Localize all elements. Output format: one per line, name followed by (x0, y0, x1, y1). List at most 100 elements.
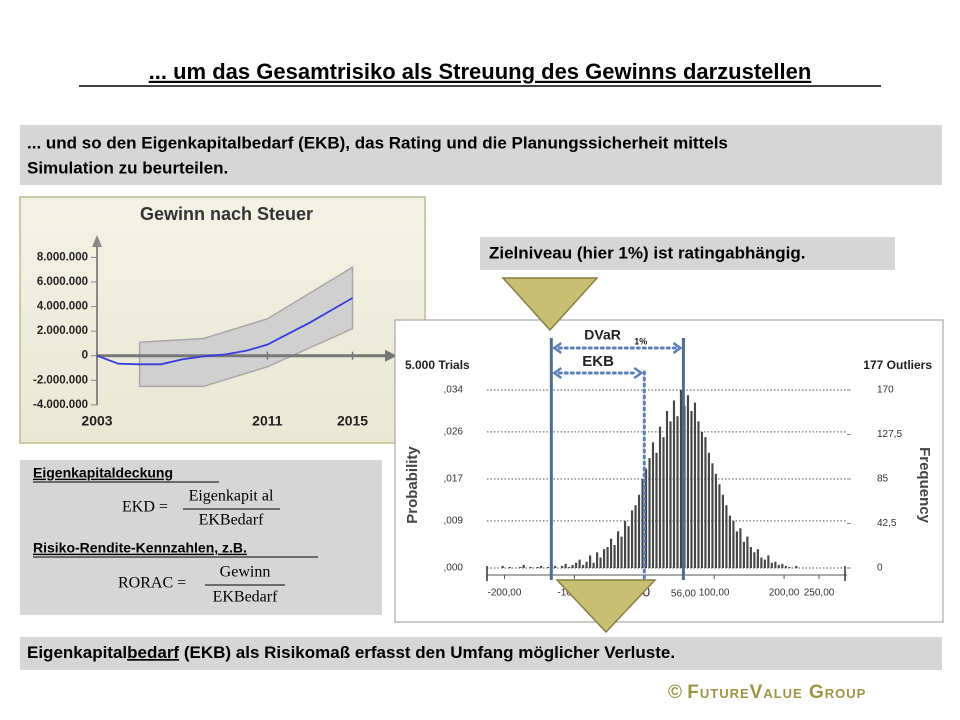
histogram-bar (571, 564, 574, 568)
histogram-panel (394, 319, 944, 623)
histogram-bar (564, 563, 567, 568)
histogram-bar (634, 505, 637, 568)
formula-box (20, 460, 382, 615)
histogram-bar (669, 421, 672, 568)
histogram-bar (648, 458, 651, 568)
histogram-bar (718, 484, 721, 568)
y2-tick-label: 42,5 (877, 518, 897, 529)
mean-label: 56,00 (671, 589, 696, 600)
y-tick-label: -2.000.000 (33, 374, 88, 386)
histogram-bar (767, 555, 770, 568)
histogram-bar (788, 566, 791, 568)
formula-heading: Risiko-Rendite-Kennzahlen, z.B. (33, 540, 247, 556)
histogram-bar (585, 561, 588, 568)
histogram-bar (627, 526, 630, 568)
y-axis-label: Probability (404, 446, 421, 524)
histogram-bar (568, 566, 571, 568)
profit-chart: 8.000.000 6.000.000 4.000.000 2.000.000 0 -2.… (33, 204, 397, 429)
histogram-bar (756, 549, 759, 568)
y-tick-label: 2.000.000 (37, 325, 88, 337)
chart-title: Gewinn nach Steuer (140, 204, 313, 224)
target-note: Zielniveau (hier 1%) ist ratingabhängig. (489, 243, 805, 262)
histogram-bar (749, 547, 752, 568)
conclusion-part: (EKB) als Risikomaß erfasst den Umfang m… (179, 643, 675, 662)
histogram-bar (704, 437, 707, 568)
histogram-bar (589, 555, 592, 568)
conclusion: Eigenkapitalbedarf (EKB) als Risikomaß e… (27, 643, 675, 662)
histogram-bar (582, 564, 585, 568)
histogram-bar (777, 564, 780, 568)
histogram-bar (714, 473, 718, 568)
y2-tick-label: 85 (877, 474, 889, 485)
histogram-bar (599, 557, 602, 568)
marker-triangle (501, 277, 599, 332)
outliers-label: 177 Outliers (863, 358, 932, 372)
ekb-arrow-head (552, 366, 563, 380)
histogram-bar (501, 565, 504, 568)
histogram-bar (662, 437, 665, 568)
histogram-bar (623, 520, 627, 568)
histogram-bar (644, 468, 648, 568)
histogram-bar (746, 536, 749, 568)
histogram-bar (596, 552, 599, 568)
y-tick-label: ,000 (444, 563, 464, 574)
dvar-arrow-head (672, 341, 683, 355)
ekb-label: EKB (582, 353, 614, 370)
histogram-bar (707, 452, 711, 568)
histogram-bar (651, 442, 655, 568)
histogram-bar (561, 565, 564, 568)
histogram-bar (735, 531, 738, 568)
formula-lhs: EKD = (122, 499, 168, 516)
histogram-bar (763, 559, 766, 568)
x-tick-label: 2003 (81, 413, 112, 429)
formula-denominator: EKBedarf (199, 512, 265, 529)
histogram-bar (508, 566, 511, 568)
dvar-label: DVaR (584, 327, 621, 343)
histogram-bar (676, 416, 679, 568)
histogram-bar (697, 421, 700, 568)
profit-line (96, 297, 353, 366)
histogram-bar (536, 566, 539, 568)
histogram-bar (620, 536, 623, 568)
profit-chart-panel (19, 196, 426, 444)
footer-copyright: © (668, 682, 687, 703)
histogram-bar (655, 452, 658, 568)
histogram-bar (795, 565, 798, 568)
y-tick-label: ,026 (444, 427, 464, 438)
histogram-chart: ,000 ,009 ,017 ,026 ,034 0 42,5 85 127,5 170 -200,… (404, 327, 933, 600)
histogram-bar (606, 547, 609, 568)
y-tick-label: 6.000.000 (37, 276, 88, 288)
y-tick-label: ,009 (444, 516, 464, 527)
subtitle-line: Simulation zu beurteilen. (27, 158, 228, 177)
histogram-bar (554, 565, 557, 568)
subtitle-line: ... und so den Eigenkapitalbedarf (EKB),… (27, 133, 728, 152)
zero-label: 0 (642, 584, 650, 600)
formula-heading: Eigenkapitaldeckung (33, 465, 173, 481)
histogram-bar (770, 562, 773, 568)
formula-denominator: EKBedarf (213, 589, 279, 606)
x-tick-label: 2015 (337, 413, 368, 429)
x-tick-label: 2011 (252, 413, 283, 429)
histogram-bar (721, 494, 725, 568)
histogram-bar (739, 528, 742, 568)
histogram-bar (665, 410, 669, 568)
histogram-bar (679, 390, 683, 568)
y-tick-label: 0 (82, 350, 88, 362)
histogram-bar (540, 565, 543, 568)
histogram-bar (725, 505, 728, 568)
histogram-bar (575, 562, 578, 568)
formula-lhs: RORAC = (118, 575, 186, 592)
dvar-arrow-head (552, 341, 563, 355)
histogram-bar (690, 410, 693, 568)
histogram-bar (672, 400, 676, 568)
histogram-bar (693, 402, 697, 568)
histogram-bar (609, 538, 613, 568)
histogram-bar (616, 531, 620, 568)
histogram-bar (686, 395, 690, 568)
conclusion-box (20, 637, 942, 670)
histogram-bar (592, 562, 595, 568)
subtitle-box (20, 125, 942, 185)
histogram-bar (784, 565, 787, 568)
